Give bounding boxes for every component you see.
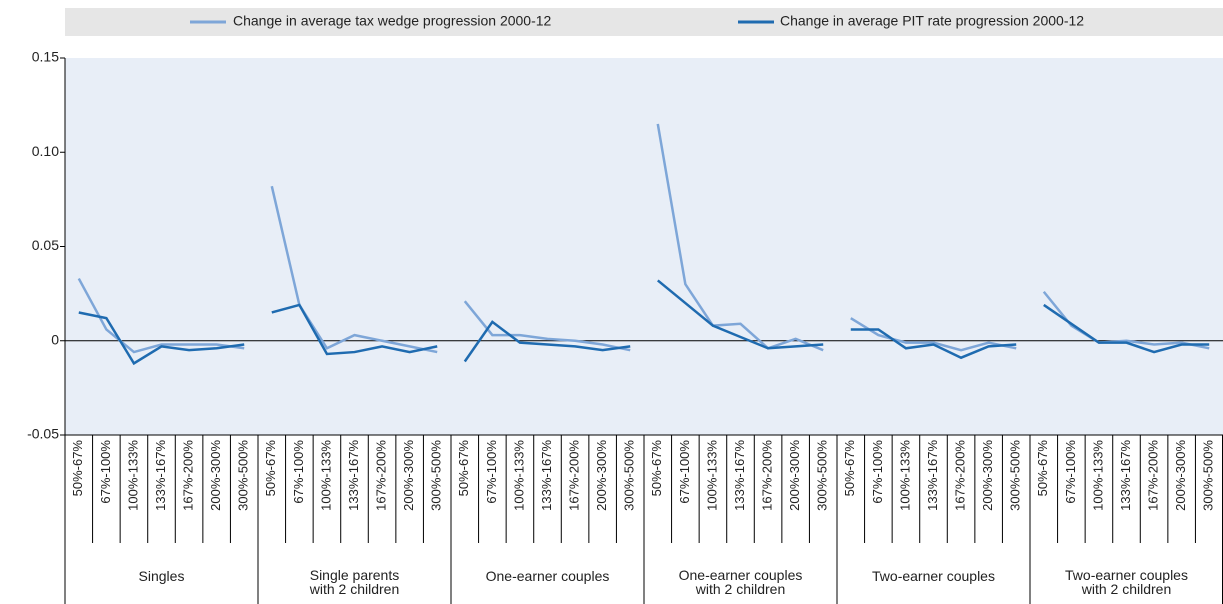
series-line	[656, 279, 824, 350]
x-tick-label: 300%-500%	[429, 440, 444, 511]
x-tick-label: 100%-133%	[704, 440, 719, 511]
x-tick-label: 67%-100%	[870, 440, 885, 504]
x-tick-label: 100%-133%	[511, 440, 526, 511]
x-tick-label: 67%-100%	[1063, 440, 1078, 504]
y-tick-label: 0.05	[32, 237, 59, 253]
x-tick-label: 167%-200%	[953, 440, 968, 511]
x-tick-label: 50%-67%	[263, 440, 278, 497]
x-tick-label: 300%-500%	[1008, 440, 1023, 511]
x-tick-label: 300%-500%	[622, 440, 637, 511]
x-tick-label: 200%-300%	[1173, 440, 1188, 511]
x-tick-label: 133%-167%	[153, 440, 168, 511]
x-tick-label: 67%-100%	[98, 440, 113, 504]
series-line	[1042, 290, 1210, 350]
x-tick-label: 50%-67%	[456, 440, 471, 497]
x-tick-label: 133%-167%	[925, 440, 940, 511]
x-tick-label: 167%-200%	[1146, 440, 1161, 511]
x-tick-label: 50%-67%	[70, 440, 85, 497]
x-tick-label: 167%-200%	[567, 440, 582, 511]
x-tick-label: 133%-167%	[539, 440, 554, 511]
series-line	[850, 317, 1017, 352]
x-tick-label: 200%-300%	[208, 440, 223, 511]
y-tick-label: 0.10	[32, 143, 59, 159]
x-tick-label: 67%-100%	[677, 440, 692, 504]
x-tick-label: 133%-167%	[732, 440, 747, 511]
x-tick-label: 167%-200%	[374, 440, 389, 511]
x-tick-label: 300%-500%	[236, 440, 251, 511]
series-line	[850, 328, 1017, 360]
series-line	[656, 123, 824, 352]
group-label: One-earner couples with 2 children	[679, 567, 803, 597]
x-tick-label: 300%-500%	[1201, 440, 1216, 511]
series-line	[463, 320, 631, 363]
x-tick-label: 67%-100%	[484, 440, 499, 504]
legend-label: Change in average tax wedge progression …	[233, 13, 552, 29]
x-tick-label: 300%-500%	[815, 440, 830, 511]
y-tick-label: 0.15	[32, 49, 59, 65]
x-tick-label: 50%-67%	[842, 440, 857, 497]
x-tick-label: 167%-200%	[181, 440, 196, 511]
x-tick-label: 100%-133%	[318, 440, 333, 511]
series-line	[78, 311, 245, 366]
group-label: Two-earner couples	[872, 568, 995, 584]
series-line	[271, 303, 438, 356]
x-tick-label: 67%-100%	[291, 440, 306, 504]
group-label: One-earner couples	[486, 568, 610, 584]
x-tick-label: 200%-300%	[787, 440, 802, 511]
legend-background	[65, 8, 1223, 36]
x-tick-label: 50%-67%	[649, 440, 664, 497]
plot-background	[65, 58, 1223, 435]
series-line	[1043, 303, 1210, 354]
series-line	[463, 300, 631, 352]
x-tick-label: 133%-167%	[346, 440, 361, 511]
y-tick-label: 0	[51, 331, 59, 347]
x-tick-label: 100%-133%	[897, 440, 912, 511]
x-tick-label: 100%-133%	[1090, 440, 1105, 511]
group-label: Single parents with 2 children	[309, 567, 400, 597]
x-tick-label: 100%-133%	[125, 440, 140, 511]
x-tick-label: 50%-67%	[1035, 440, 1050, 497]
x-tick-label: 200%-300%	[980, 440, 995, 511]
group-label: Singles	[139, 568, 185, 584]
x-tick-label: 200%-300%	[594, 440, 609, 511]
y-tick-label: -0.05	[27, 426, 59, 442]
x-tick-label: 167%-200%	[760, 440, 775, 511]
group-label: Two-earner couples with 2 children	[1065, 567, 1188, 597]
legend-label: Change in average PIT rate progression 2…	[780, 13, 1084, 29]
x-tick-label: 133%-167%	[1118, 440, 1133, 511]
series-line	[77, 277, 245, 354]
x-tick-label: 200%-300%	[401, 440, 416, 511]
